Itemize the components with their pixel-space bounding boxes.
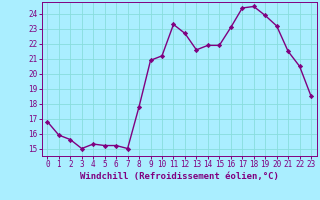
X-axis label: Windchill (Refroidissement éolien,°C): Windchill (Refroidissement éolien,°C) [80,172,279,181]
